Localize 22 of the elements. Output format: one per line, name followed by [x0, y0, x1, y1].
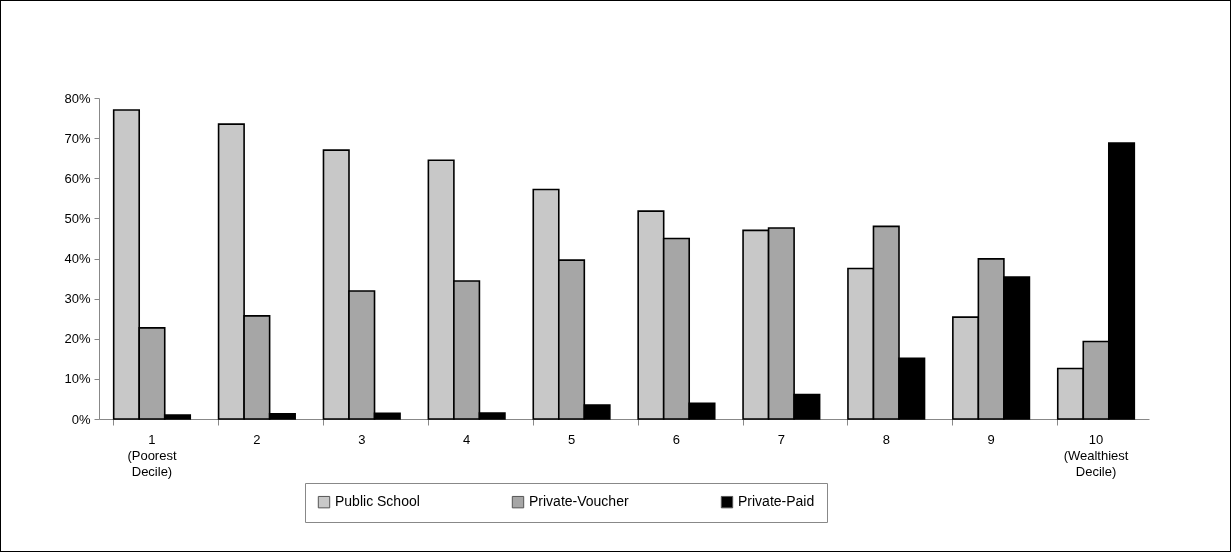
x-tick-label: 4 [463, 431, 471, 447]
y-tick-label: 60% [64, 170, 91, 186]
y-tick-label: 70% [64, 130, 91, 146]
y-tick-label: 20% [64, 331, 91, 347]
y-tick-label: 40% [64, 251, 91, 266]
legend-label: Private-Voucher [529, 493, 629, 510]
y-tick-label: 30% [64, 291, 91, 307]
x-tick-label: 7 [777, 431, 785, 447]
x-tick-label: 5 [567, 431, 576, 447]
y-tick-label: 50% [64, 210, 91, 226]
y-tick-label: 80% [64, 90, 91, 106]
x-tick-label: 2 [253, 431, 261, 447]
x-tick-label: 9 [987, 431, 995, 447]
x-tick-label: 10 (Wealthiest Decile) [1063, 431, 1129, 479]
x-tick-label: 3 [358, 431, 366, 447]
x-tick-label: 6 [672, 431, 681, 447]
x-tick-label: 8 [882, 431, 890, 447]
y-tick-label: 10% [64, 371, 91, 387]
y-tick-label: 0% [71, 411, 91, 427]
legend-label: Public School [335, 493, 420, 510]
legend-label: Private-Paid [738, 493, 815, 510]
x-tick-label: 1 (Poorest Decile) [127, 431, 177, 479]
